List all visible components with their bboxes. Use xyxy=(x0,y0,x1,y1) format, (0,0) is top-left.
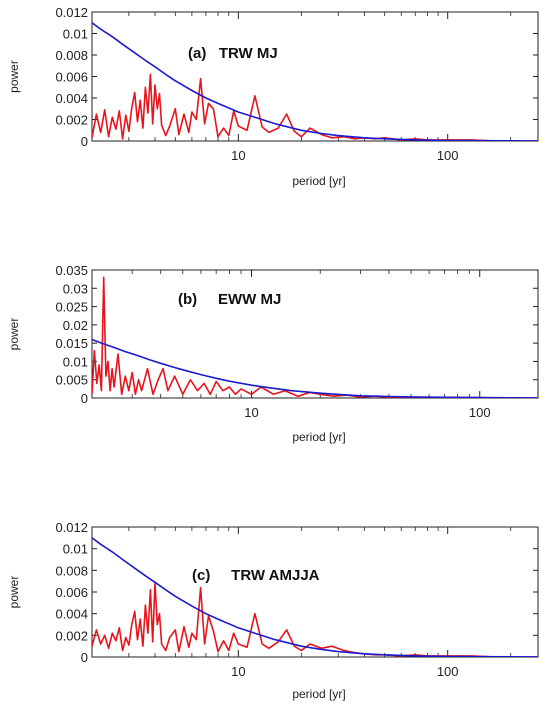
chart-0-ylabel: power xyxy=(7,60,21,93)
chart-2-ytick-label: 0.01 xyxy=(63,542,88,557)
chart-2-ytick-label: 0.004 xyxy=(55,607,88,622)
chart-1-plot-frame xyxy=(91,269,539,399)
chart-2-xtick-label: 100 xyxy=(437,664,459,679)
chart-0-xtick-label: 10 xyxy=(231,148,245,163)
chart-0-ytick-label: 0.004 xyxy=(55,91,88,106)
chart-2-ytick-label: 0 xyxy=(81,650,88,665)
chart-1-series-0-line xyxy=(92,276,538,398)
chart-1-title: (b) EWW MJ xyxy=(178,291,281,308)
chart-1-xtick-label: 10 xyxy=(244,405,258,420)
chart-2-title: (c) TRW AMJJA xyxy=(192,567,320,584)
chart-2-ylabel: power xyxy=(7,576,21,609)
chart-1-ytick-label: 0 xyxy=(81,391,88,406)
chart-1-ytick-label: 0.02 xyxy=(63,318,88,333)
chart-1-series-1-line xyxy=(92,338,538,398)
chart-2-series-0-line xyxy=(92,582,538,657)
chart-0-ytick-label: 0.01 xyxy=(63,27,88,42)
chart-0-ytick-label: 0.008 xyxy=(55,48,88,63)
chart-1-xtick-label: 100 xyxy=(469,405,491,420)
chart-0-panel: 0 0.002 0.004 0.006 0.008 0.01 0.012 10 100 (a) T… xyxy=(7,5,539,188)
chart-1-ytick-label: 0.035 xyxy=(55,263,88,278)
chart-0-ytick-label: 0 xyxy=(81,134,88,149)
chart-0-xtick-label: 100 xyxy=(437,148,459,163)
chart-0-xlabel: period [yr] xyxy=(292,174,345,188)
chart-2-ytick-label: 0.002 xyxy=(55,628,88,643)
chart-1-panel: 0 0.005 0.01 0.015 0.02 0.025 0.03 0.035 10 100 (b… xyxy=(7,263,539,444)
chart-2-ytick-label: 0.012 xyxy=(55,520,88,535)
chart-1-ylabel: power xyxy=(7,318,21,351)
chart-1-ytick-label: 0.01 xyxy=(63,354,88,369)
chart-0-plot-frame xyxy=(91,11,539,142)
chart-2-series-1-line xyxy=(92,537,538,657)
chart-1-ytick-label: 0.015 xyxy=(55,336,88,351)
chart-2-plot-frame xyxy=(91,526,539,658)
chart-2-xtick-label: 10 xyxy=(231,664,245,679)
chart-2-ytick-label: 0.006 xyxy=(55,585,88,600)
chart-0-ytick-label: 0.012 xyxy=(55,5,88,20)
chart-2-xlabel: period [yr] xyxy=(292,687,345,701)
chart-1-ytick-label: 0.025 xyxy=(55,300,88,315)
chart-0-series-0-line xyxy=(92,73,538,141)
chart-0-ytick-label: 0.006 xyxy=(55,70,88,85)
chart-1-ytick-label: 0.005 xyxy=(55,373,88,388)
chart-1-ytick-label: 0.03 xyxy=(63,281,88,296)
chart-2-ytick-label: 0.008 xyxy=(55,563,88,578)
chart-1-xlabel: period [yr] xyxy=(292,430,345,444)
chart-0-ytick-label: 0.002 xyxy=(55,113,88,128)
chart-0-series-1-line xyxy=(92,22,538,141)
chart-2-panel: 0 0.002 0.004 0.006 0.008 0.01 0.012 10 100 (c) T… xyxy=(7,520,539,701)
chart-0-title: (a) TRW MJ xyxy=(188,45,278,62)
